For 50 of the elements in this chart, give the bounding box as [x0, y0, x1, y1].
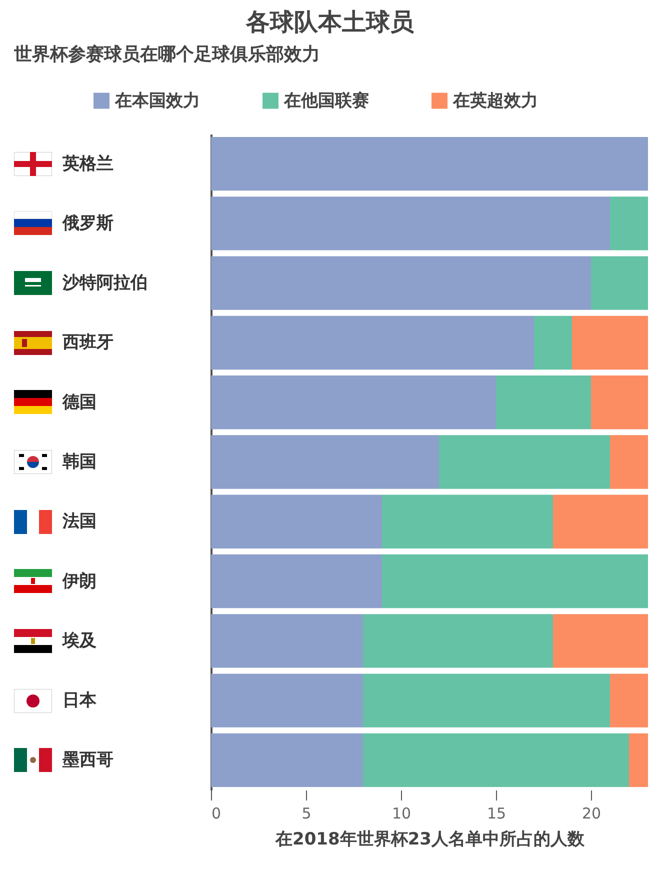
legend-label: 在本国效力: [114, 90, 200, 111]
bar: [382, 554, 648, 608]
y-tick-label: 沙特阿拉伯: [62, 273, 148, 294]
bar: [629, 733, 648, 788]
bar: [496, 376, 591, 430]
x-tick-label: 10: [392, 804, 412, 822]
y-tick-label: 埃及: [62, 630, 98, 651]
x-tick-label: 20: [582, 804, 602, 822]
y-tick-label: 英格兰: [62, 154, 114, 174]
chart-title: 各球队本土球员: [244, 7, 415, 38]
bar: [211, 316, 534, 370]
bar: [363, 733, 629, 788]
x-tick-label: 0: [212, 804, 222, 822]
bar: [211, 733, 363, 788]
bar: [363, 614, 553, 668]
bar: [211, 674, 363, 728]
bar: [382, 494, 553, 548]
bar: [610, 196, 648, 250]
bar: [553, 494, 648, 548]
y-tick-label: 德国: [62, 392, 96, 412]
y-tick-label: 日本: [62, 690, 98, 711]
y-tick-label: 墨西哥: [62, 750, 114, 770]
legend-label: 在他国联赛: [283, 90, 369, 111]
bar: [211, 494, 382, 548]
bar: [211, 196, 610, 250]
y-tick-label: 伊朗: [62, 571, 96, 592]
y-tick-label: 法国: [62, 512, 96, 532]
bar: [211, 435, 439, 489]
bar: [553, 614, 648, 668]
y-tick-label: 俄罗斯: [62, 213, 114, 234]
bar: [211, 136, 648, 191]
bar: [572, 316, 648, 370]
bar: [591, 376, 648, 430]
bar: [439, 435, 610, 489]
x-tick-label: 15: [486, 804, 506, 822]
bar: [363, 674, 610, 728]
y-tick-label: 韩国: [62, 452, 96, 472]
bar: [610, 435, 648, 489]
bar: [211, 554, 382, 608]
bar: [211, 376, 496, 430]
y-tick-label: 西班牙: [62, 332, 114, 353]
bar: [610, 674, 648, 728]
x-tick-label: 5: [302, 804, 312, 822]
x-axis-title: 在2018年世界杯23人名单中所占的人数: [274, 830, 586, 850]
bar: [534, 316, 572, 370]
bar: [211, 256, 591, 310]
bar: [211, 614, 363, 668]
bar: [591, 256, 648, 310]
legend-label: 在英超效力: [452, 90, 538, 111]
chart-subtitle: 世界杯参赛球员在哪个足球俱乐部效力: [14, 43, 320, 66]
